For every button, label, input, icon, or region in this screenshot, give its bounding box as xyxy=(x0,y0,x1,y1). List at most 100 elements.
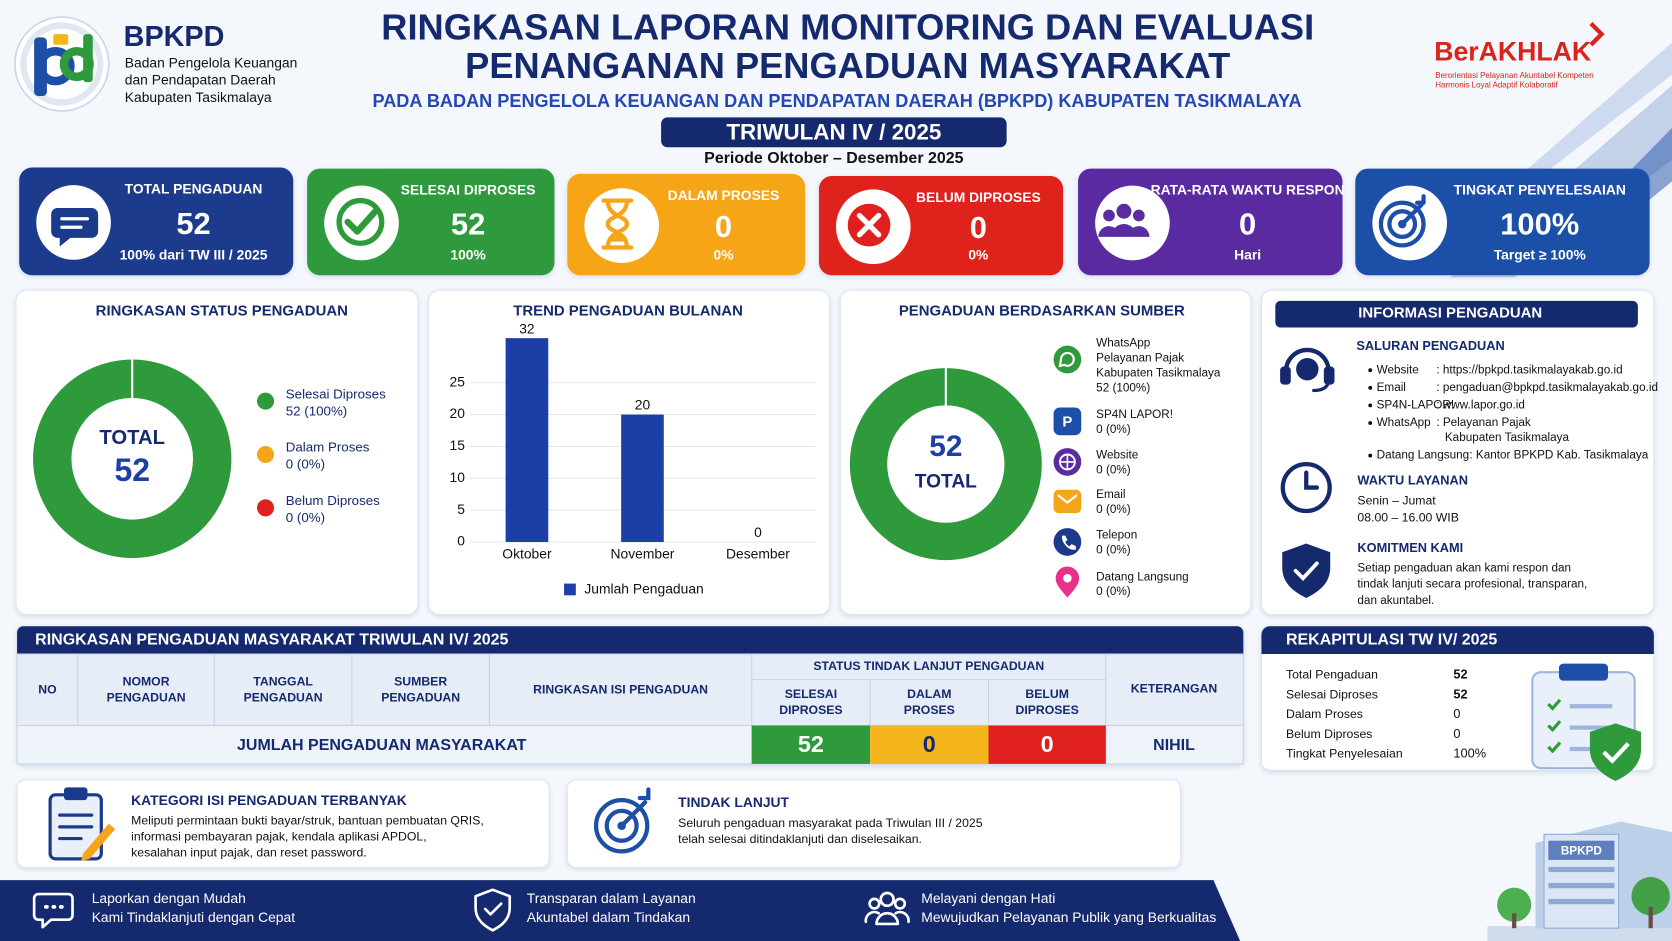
recap-value: 100% xyxy=(1453,746,1486,761)
source-label: 0 (0%) xyxy=(1096,544,1131,557)
building-illustration: BPKPD xyxy=(1487,821,1672,941)
legend-label: 0 (0%) xyxy=(286,510,325,525)
title: RINGKASAN LAPORAN MONITORING DAN EVALUAS… xyxy=(381,6,1314,47)
y-tick-label: 15 xyxy=(450,437,466,453)
card-value: 100% xyxy=(1500,206,1579,241)
table-header: PENGADUAN xyxy=(244,691,323,705)
box-text: telah selesai ditindaklanjuti dan disele… xyxy=(678,832,922,846)
card-icon-bg xyxy=(1095,185,1170,261)
source-name: Pelayanan Pajak xyxy=(1096,352,1184,365)
legend-name: Belum Diproses xyxy=(286,493,380,508)
hours: Senin – Jumat xyxy=(1357,494,1436,508)
footer-text: Melayani dengan Hati xyxy=(921,890,1055,906)
card-note: 100% dari TW III / 2025 xyxy=(120,247,268,263)
table-header: DIPROSES xyxy=(779,703,842,717)
card-icon-bg xyxy=(1372,185,1448,261)
box-text: informasi pembayaran pajak, kendala apli… xyxy=(131,830,426,844)
footer-icons xyxy=(32,888,910,932)
brand-mark xyxy=(1589,21,1605,47)
card-value: 52 xyxy=(176,206,210,241)
recap-value: 52 xyxy=(1453,686,1467,701)
org-name: Badan Pengelola Keuangan xyxy=(125,55,298,71)
brand-tagline: Harmonis Loyal Adaptif Kolaboratif xyxy=(1435,80,1558,89)
recap-title: REKAPITULASI TW IV/ 2025 xyxy=(1286,631,1497,648)
channel-value: : pengaduan@bpkpd.tasikmalayakab.go.id xyxy=(1436,381,1658,394)
brand: BerAKHLAK xyxy=(1434,36,1591,66)
table-header: PROSES xyxy=(904,703,955,717)
footer-text: Kami Tindaklanjuti dengan Cepat xyxy=(92,909,295,925)
source-label: 52 (100%) xyxy=(1096,381,1150,394)
org-short: BPKPD xyxy=(124,21,225,53)
card-note: 0% xyxy=(713,247,733,263)
x-tick-label: November xyxy=(611,545,675,561)
source-label: 0 (0%) xyxy=(1096,423,1131,436)
total-value: 52 xyxy=(798,731,824,757)
info-header xyxy=(1275,300,1638,328)
footer-text: Mewujudkan Pelayanan Publik yang Berkual… xyxy=(921,909,1216,925)
box-title: TINDAK LANJUT xyxy=(678,794,789,810)
bar-value-label: 32 xyxy=(519,320,535,336)
recap-label: Belum Diproses xyxy=(1286,727,1372,741)
recap-value: 52 xyxy=(1453,667,1467,682)
channel-value: : www.lapor.go.id xyxy=(1436,399,1525,412)
org-name: Kabupaten Tasikmalaya xyxy=(125,89,272,105)
card-icon-bg xyxy=(584,188,659,263)
channel-label: Datang Langsung xyxy=(1377,449,1470,462)
channel-value: Kabupaten Tasikmalaya xyxy=(1445,431,1570,444)
subtitle: PADA BADAN PENGELOLA KEUANGAN DAN PENDAP… xyxy=(372,91,1301,111)
card-label: RATA-RATA WAKTU RESPON xyxy=(1151,182,1345,198)
recap-label: Tingkat Penyelesaian xyxy=(1286,747,1403,761)
table-header xyxy=(17,626,1244,655)
recap-label: Selesai Diproses xyxy=(1286,687,1378,701)
source-name: Kabupaten Tasikmalaya xyxy=(1096,367,1221,380)
card-value: 52 xyxy=(451,206,485,241)
table-header: DIPROSES xyxy=(1015,703,1078,717)
org-name: dan Pendapatan Daerah xyxy=(125,72,276,88)
card-label: BELUM DIPROSES xyxy=(916,189,1041,205)
card-note: Hari xyxy=(1234,247,1261,263)
bar xyxy=(621,414,664,542)
y-tick-label: 10 xyxy=(450,469,466,485)
y-tick-label: 20 xyxy=(450,405,466,421)
legend-name: Selesai Diproses xyxy=(286,386,386,401)
source-name: Website xyxy=(1096,449,1138,462)
card-icons xyxy=(51,194,1426,250)
donut-center-value: 52 xyxy=(929,430,962,463)
bullet xyxy=(1368,403,1373,408)
card-label: SELESAI DIPROSES xyxy=(401,182,536,198)
brand-tagline: Berorientasi Pelayanan Akuntabel Kompete… xyxy=(1435,71,1593,80)
total-value: 0 xyxy=(1041,731,1054,757)
source-label: 0 (0%) xyxy=(1096,464,1131,477)
panel-title: RINGKASAN STATUS PENGADUAN xyxy=(96,302,348,319)
logo xyxy=(14,16,110,112)
bar xyxy=(505,338,549,542)
donut-center-label: TOTAL xyxy=(99,427,165,449)
card-label: TINGKAT PENYELESAIAN xyxy=(1454,182,1626,198)
period-badge xyxy=(661,117,1007,148)
table-header: SUMBER xyxy=(394,675,447,689)
table-header: RINGKASAN ISI PENGADUAN xyxy=(533,683,708,697)
table-grid xyxy=(16,653,1244,765)
table-header: NO xyxy=(38,683,57,697)
source-name: SP4N LAPOR! xyxy=(1096,408,1173,421)
table-header: STATUS TINDAK LANJUT PENGADUAN xyxy=(813,659,1044,673)
period-badge-text: TRIWULAN IV / 2025 xyxy=(726,119,941,144)
legend-label: 0 (0%) xyxy=(286,457,325,472)
y-tick-label: 0 xyxy=(457,533,465,549)
channel-value: : https://bpkpd.tasikmalayakab.go.id xyxy=(1436,363,1622,376)
card-note: 100% xyxy=(450,247,485,263)
commitment: Setiap pengaduan akan kami respon dan xyxy=(1357,562,1571,575)
svg-text:BPKPD: BPKPD xyxy=(1561,844,1602,857)
x-tick-label: Desember xyxy=(726,545,790,561)
source-name: Email xyxy=(1096,488,1125,501)
table-header: NOMOR xyxy=(123,675,170,689)
footer-text: Akuntabel dalam Tindakan xyxy=(527,909,690,925)
channel-value: : Pelayanan Pajak xyxy=(1436,416,1531,429)
source-name: WhatsApp xyxy=(1096,337,1151,350)
bullet xyxy=(1368,368,1373,373)
table-header: DALAM xyxy=(907,687,951,701)
recap-label: Dalam Proses xyxy=(1286,707,1363,721)
recap-label: Total Pengaduan xyxy=(1286,668,1378,682)
channel-label: Email xyxy=(1377,381,1406,394)
